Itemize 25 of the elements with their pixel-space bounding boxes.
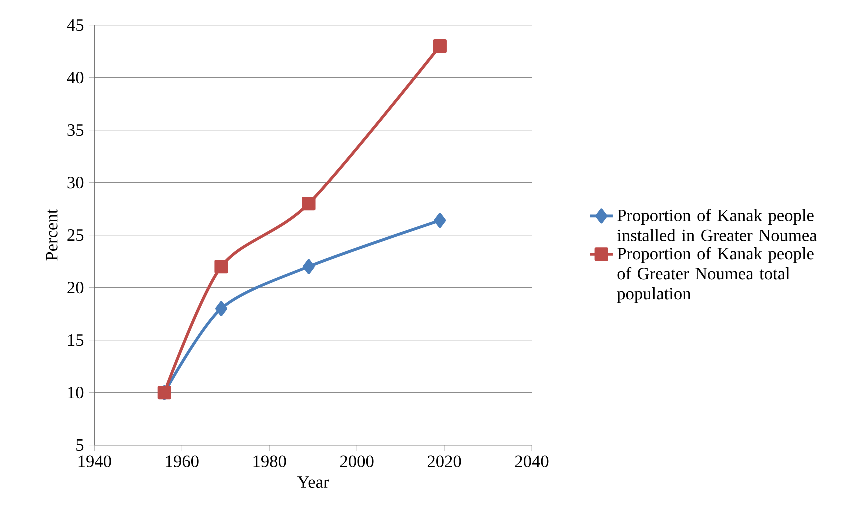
y-axis-title: Percent [46, 209, 58, 261]
x-tick-label: 1960 [166, 456, 199, 468]
x-tick-label: 1940 [78, 456, 112, 468]
point [433, 40, 447, 54]
x-tick-label: 1980 [254, 456, 286, 468]
y-tick-label: 35 [68, 124, 84, 136]
x-tick-label: 2000 [340, 456, 374, 468]
y-tick-label: 30 [68, 176, 84, 189]
y-tick-label: 15 [68, 334, 84, 346]
y-tick-label: 25 [68, 229, 84, 242]
point [302, 197, 316, 211]
y-tick-label: 40 [67, 72, 84, 84]
legend-label: Proportion of Kanak people of Greater Noumea total population [617, 247, 814, 304]
point [434, 213, 446, 228]
point [214, 260, 228, 274]
y-tick-label: 5 [76, 440, 84, 452]
point [216, 301, 228, 316]
x-axis-title: Year [298, 476, 330, 488]
y-tick-label: 10 [68, 386, 84, 399]
x-tick-label: 2040 [515, 456, 549, 468]
x-tick-label: 2020 [428, 456, 462, 468]
y-tick-label: 20 [68, 282, 84, 294]
legend-label: Proportion of Kanak people installed in Greater Noumea [617, 209, 818, 242]
point [302, 259, 315, 274]
y-tick-label: 45 [67, 20, 84, 32]
